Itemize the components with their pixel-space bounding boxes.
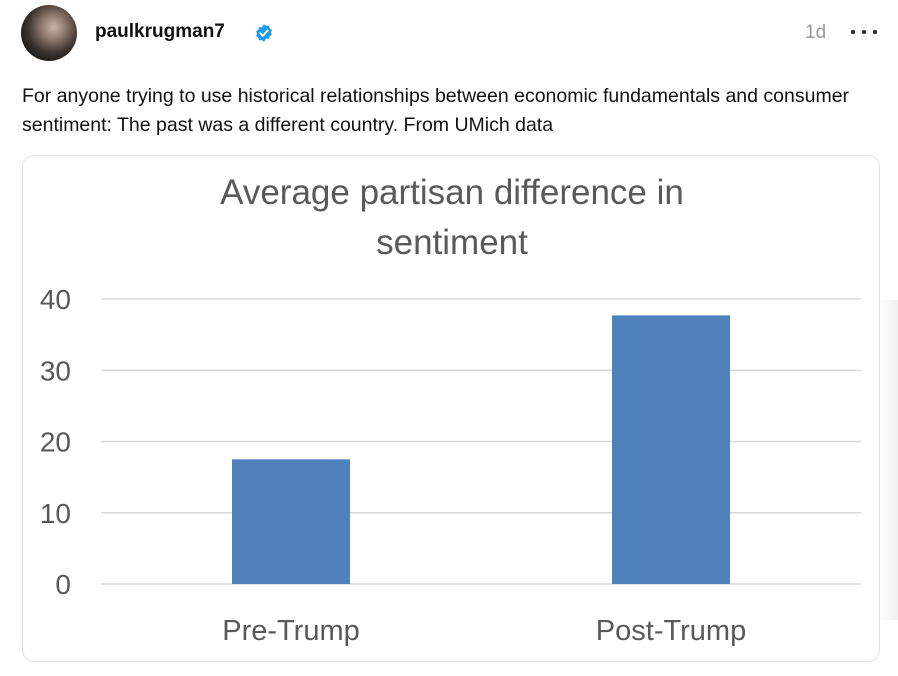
x-axis-ticks: Pre-Trump Post-Trump	[222, 615, 746, 647]
y-axis-ticks: 0 10 20 30 40	[40, 284, 71, 600]
x-tick-label: Pre-Trump	[222, 615, 360, 647]
timestamp: 1d	[805, 22, 827, 43]
more-dot	[862, 30, 866, 34]
username[interactable]: paulkrugman7	[95, 21, 225, 42]
bar-pre-trump	[232, 459, 350, 584]
y-tick-label: 0	[55, 569, 71, 600]
gridlines	[101, 298, 861, 585]
y-tick-label: 10	[40, 498, 71, 529]
verified-badge-icon	[256, 24, 272, 42]
bars	[232, 315, 730, 584]
bar-chart: Average partisan difference in sentiment…	[40, 173, 861, 647]
y-tick-label: 30	[40, 355, 71, 386]
avatar[interactable]	[21, 5, 77, 61]
chart-title-line-2: sentiment	[376, 223, 528, 262]
image-edge	[22, 170, 24, 640]
x-tick-label: Post-Trump	[596, 615, 746, 647]
more-dot	[873, 30, 877, 34]
chart-title-line-1: Average partisan difference in	[220, 173, 684, 212]
y-tick-label: 20	[40, 427, 71, 458]
post-text: For anyone trying to use historical rela…	[22, 85, 850, 136]
scroll-shadow	[880, 300, 898, 620]
more-options-icon[interactable]	[851, 22, 877, 42]
more-dot	[851, 30, 855, 34]
post-media[interactable]: Average partisan difference in sentiment…	[22, 155, 880, 662]
y-tick-label: 40	[40, 284, 71, 315]
bar-post-trump	[612, 315, 730, 584]
